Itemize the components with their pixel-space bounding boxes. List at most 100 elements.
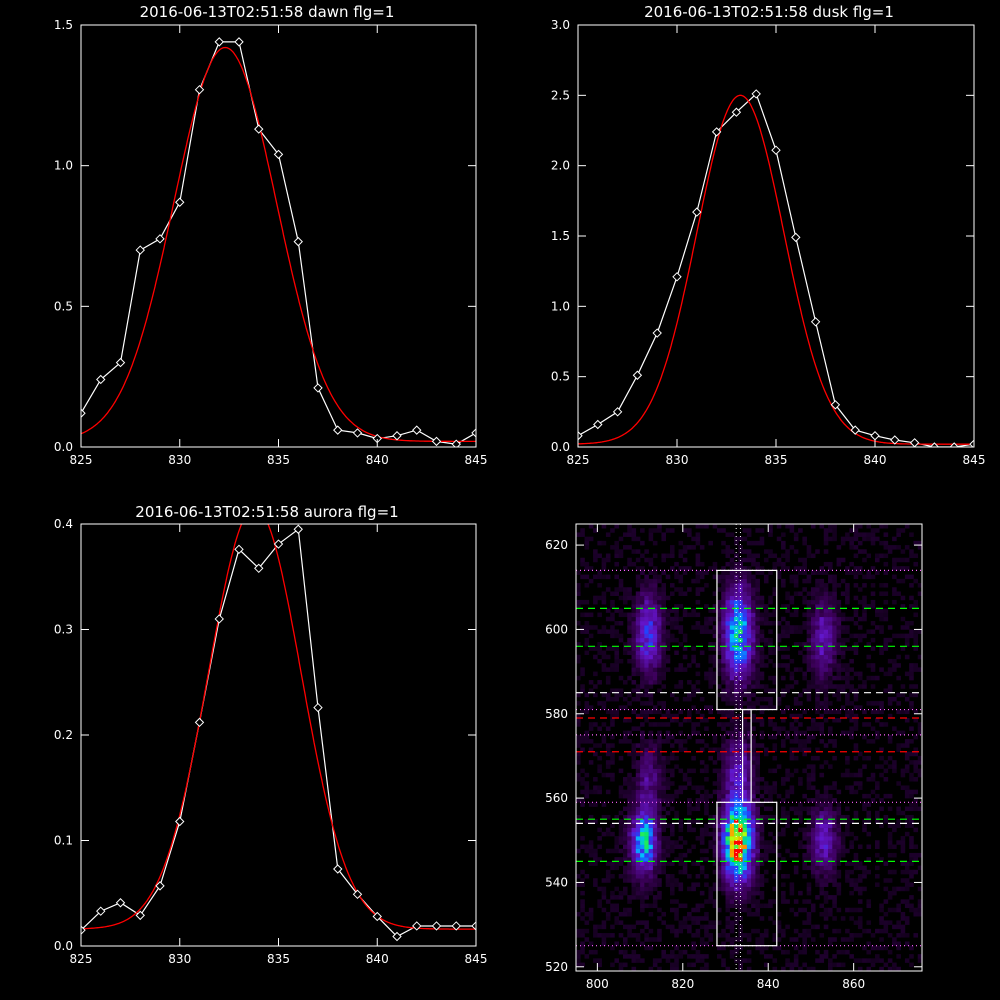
spectrogram-cell [669,798,675,803]
spectrogram-cell [657,633,662,639]
spectrogram-cell [768,524,773,529]
spectrogram-cell [695,722,701,727]
spectrogram-cell [896,840,901,845]
spectrogram-cell [742,806,748,812]
spectrogram-cell [661,789,666,795]
spectrogram-cell [631,810,637,816]
spectrogram-cell [627,650,632,656]
spectrogram-cell [781,899,786,904]
spectrogram-cell [644,882,649,887]
spectrogram-cell [810,616,816,622]
spectrogram-cell [823,743,829,748]
spectrogram-cell [652,937,658,942]
spectrogram-cell [768,599,773,605]
spectrogram-cell [597,827,602,833]
spectrogram-cell [798,743,803,748]
spectrogram-cell [781,663,786,668]
spectrogram-cell [657,663,662,668]
aurora-data-point [96,906,106,916]
spectrogram-cell [661,760,666,765]
spectrogram-cell [746,604,752,609]
spectrogram-cell [917,886,923,892]
spectrogram-cell [605,608,611,613]
spectrogram-cell [580,789,585,795]
spectrogram-cell [815,591,820,596]
spectrogram-cell [644,650,649,656]
spectrogram-cell [665,713,671,719]
spectrogram-cell [798,819,803,824]
spectrogram-cell [819,954,825,959]
spectrogram-cell [640,692,645,698]
spectrogram-cell [674,958,679,963]
spectrogram-cell [828,798,833,803]
spectrogram-cell [879,755,884,761]
spectrogram-cell [806,831,812,837]
spectrogram-cell [738,684,743,689]
spectrogram-cell [746,612,752,618]
spectrogram-cell [644,789,649,795]
spectrogram-cell [725,654,731,660]
spectrogram-cell [725,865,731,871]
spectrogram-cell [588,739,594,744]
spectrogram-cell [781,798,786,803]
spectrogram-cell [640,595,645,601]
spectrogram-cell [832,629,837,634]
spectrogram-cell [857,532,863,537]
spectrogram-cell [640,819,645,824]
spectrogram-cell [806,616,812,622]
spectrogram-cell [751,646,756,651]
spectrogram-cell [828,806,833,812]
spectrogram-cell [840,831,846,837]
spectrogram-cell [618,553,624,559]
spectrogram-ytick-label: 520 [545,960,568,974]
spectrogram-cell [806,840,812,845]
spectrogram-cell [657,629,662,634]
spectrogram-cell [657,857,662,862]
spectrogram-cell [644,781,649,786]
spectrogram-cell [648,743,654,748]
spectrogram-cell [793,739,799,744]
spectrogram-cell [892,599,897,605]
spectrogram-cell [734,696,739,702]
spectrogram-cell [601,739,607,744]
spectrogram-cell [819,629,825,634]
spectrogram-cell [708,680,713,685]
spectrogram-cell [738,743,743,748]
spectrogram-cell [789,629,795,634]
spectrogram-cell [742,840,748,845]
spectrogram-cell [806,680,812,685]
spectrogram-cell [866,941,872,946]
spectrogram-cell [712,675,718,681]
spectrogram-cell [640,633,645,639]
spectrogram-cell [746,620,752,626]
spectrogram-cell [857,549,863,554]
spectrogram-cell [849,528,854,533]
spectrogram-cell [601,540,607,546]
aurora-data-point [451,921,461,931]
spectrogram-cell [734,768,739,774]
spectrogram-cell [819,583,825,588]
spectrogram-cell [725,608,731,613]
spectrogram-cell [669,840,675,845]
spectrogram-cell [652,620,658,626]
spectrogram-cell [601,878,607,883]
spectrogram-cell [806,933,812,938]
spectrogram-cell [853,861,859,866]
aurora-ytick-label: 0.4 [54,517,73,531]
spectrogram-cell [729,713,735,719]
spectrogram-cell [669,793,675,799]
spectrogram-cell [580,899,585,904]
spectrogram-cell [793,713,799,719]
spectrogram-cell [806,785,812,790]
spectrogram-cell [742,865,748,871]
spectrogram-cell [772,646,778,651]
spectrogram-cell [892,557,897,563]
spectrogram-cell [806,604,812,609]
spectrogram-cell [597,650,602,656]
spectrogram-cell [849,907,854,913]
spectrogram-cell [627,848,632,854]
spectrogram-cell [763,574,769,580]
spectrogram-cell [853,574,859,580]
spectrogram-cell [823,654,829,660]
spectrogram-cell [828,671,833,677]
